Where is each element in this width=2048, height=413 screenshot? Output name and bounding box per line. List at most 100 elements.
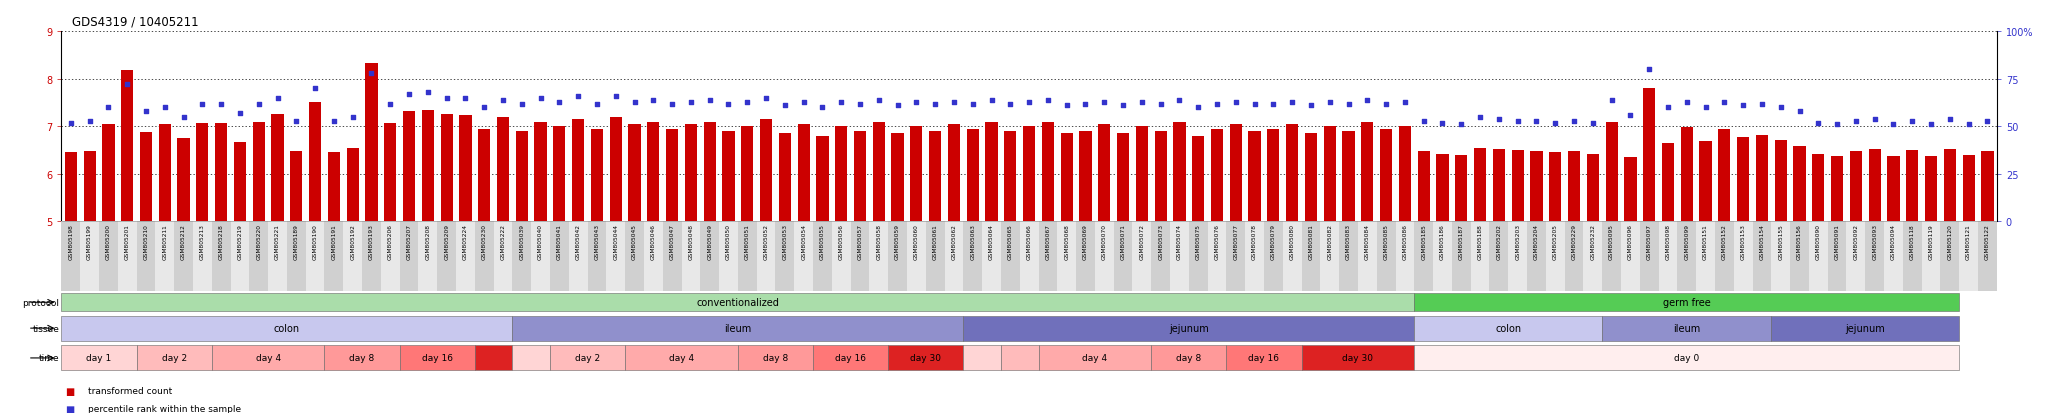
Point <box>1087 99 1120 106</box>
Bar <box>1714 222 1735 292</box>
Text: day 30: day 30 <box>1341 354 1374 363</box>
Text: GSM805186: GSM805186 <box>1440 224 1446 259</box>
Text: GSM805065: GSM805065 <box>1008 224 1014 260</box>
Text: day 30: day 30 <box>909 354 942 363</box>
Bar <box>1362 122 1374 222</box>
Point <box>637 97 670 104</box>
Bar <box>797 125 809 222</box>
Point <box>262 95 295 102</box>
Bar <box>512 346 551 370</box>
Point <box>375 101 408 107</box>
Point <box>1012 99 1044 106</box>
Bar <box>778 134 791 222</box>
Bar <box>1546 222 1565 292</box>
Bar <box>80 222 98 292</box>
Bar <box>365 64 377 222</box>
Bar <box>1866 222 1884 292</box>
Bar <box>1004 132 1016 222</box>
Bar <box>944 222 963 292</box>
Text: day 4: day 4 <box>1081 354 1108 363</box>
Bar <box>647 122 659 222</box>
Text: GSM805092: GSM805092 <box>1853 224 1858 260</box>
Point <box>1708 99 1741 106</box>
Bar <box>66 153 78 222</box>
Point <box>956 101 989 107</box>
Bar <box>1808 222 1827 292</box>
Text: GSM805220: GSM805220 <box>256 224 262 260</box>
Text: GSM805208: GSM805208 <box>426 224 430 260</box>
Text: GSM805086: GSM805086 <box>1403 224 1407 260</box>
Bar <box>1286 125 1298 222</box>
Text: GSM805199: GSM805199 <box>88 224 92 260</box>
Point <box>467 105 500 112</box>
Point <box>354 71 387 77</box>
Point <box>1257 101 1290 107</box>
Text: GSM805232: GSM805232 <box>1591 224 1595 260</box>
Point <box>807 105 840 112</box>
Bar <box>1528 222 1546 292</box>
Point <box>336 114 369 121</box>
Text: GSM805221: GSM805221 <box>274 224 281 260</box>
Text: GSM805062: GSM805062 <box>952 224 956 260</box>
Bar <box>1606 122 1618 222</box>
Bar <box>1079 132 1092 222</box>
Bar <box>1155 132 1167 222</box>
Bar <box>1884 222 1903 292</box>
Bar <box>1962 155 1974 222</box>
Point <box>430 95 463 102</box>
Text: GSM805054: GSM805054 <box>801 224 807 260</box>
Bar <box>684 125 696 222</box>
Text: ileum: ileum <box>725 323 752 333</box>
Text: GSM805046: GSM805046 <box>651 224 655 260</box>
Point <box>1559 118 1591 125</box>
Text: jejunum: jejunum <box>1845 323 1884 333</box>
Bar <box>737 222 756 292</box>
Point <box>55 120 88 126</box>
Bar <box>737 346 813 370</box>
Bar <box>682 222 700 292</box>
Bar <box>1303 222 1321 292</box>
Bar <box>457 222 475 292</box>
Bar <box>1944 150 1956 222</box>
Text: GSM805066: GSM805066 <box>1026 224 1032 259</box>
Point <box>768 103 801 109</box>
Bar <box>1530 152 1542 222</box>
Bar <box>268 222 287 292</box>
Bar <box>948 125 961 222</box>
Bar <box>1925 157 1937 222</box>
Point <box>506 101 539 107</box>
Text: GSM805051: GSM805051 <box>745 224 750 260</box>
Bar <box>1624 158 1636 222</box>
Point <box>750 95 782 102</box>
Bar <box>983 222 1001 292</box>
Text: GSM805202: GSM805202 <box>1497 224 1501 260</box>
Text: day 16: day 16 <box>836 354 866 363</box>
Text: GSM805099: GSM805099 <box>1683 224 1690 260</box>
Text: ileum: ileum <box>1673 323 1700 333</box>
Text: GSM805080: GSM805080 <box>1290 224 1294 260</box>
Text: GSM805230: GSM805230 <box>481 224 487 260</box>
Bar <box>1847 222 1866 292</box>
Text: germ free: germ free <box>1663 297 1710 308</box>
Point <box>1464 114 1497 121</box>
Text: GSM805061: GSM805061 <box>932 224 938 259</box>
Point <box>1952 122 1985 128</box>
Bar <box>723 132 735 222</box>
Bar <box>291 152 303 222</box>
Bar <box>1888 157 1901 222</box>
Bar <box>1042 122 1055 222</box>
Bar <box>1700 141 1712 222</box>
Text: GSM805212: GSM805212 <box>180 224 186 260</box>
Point <box>168 114 201 121</box>
Point <box>281 118 313 125</box>
Bar <box>61 316 512 341</box>
Bar <box>1978 222 1997 292</box>
Bar <box>551 222 569 292</box>
Bar <box>629 125 641 222</box>
Bar <box>795 222 813 292</box>
Bar <box>475 346 512 370</box>
Text: GSM805048: GSM805048 <box>688 224 694 260</box>
Bar <box>1415 316 1602 341</box>
Bar <box>399 346 475 370</box>
Text: GSM805072: GSM805072 <box>1139 224 1145 260</box>
